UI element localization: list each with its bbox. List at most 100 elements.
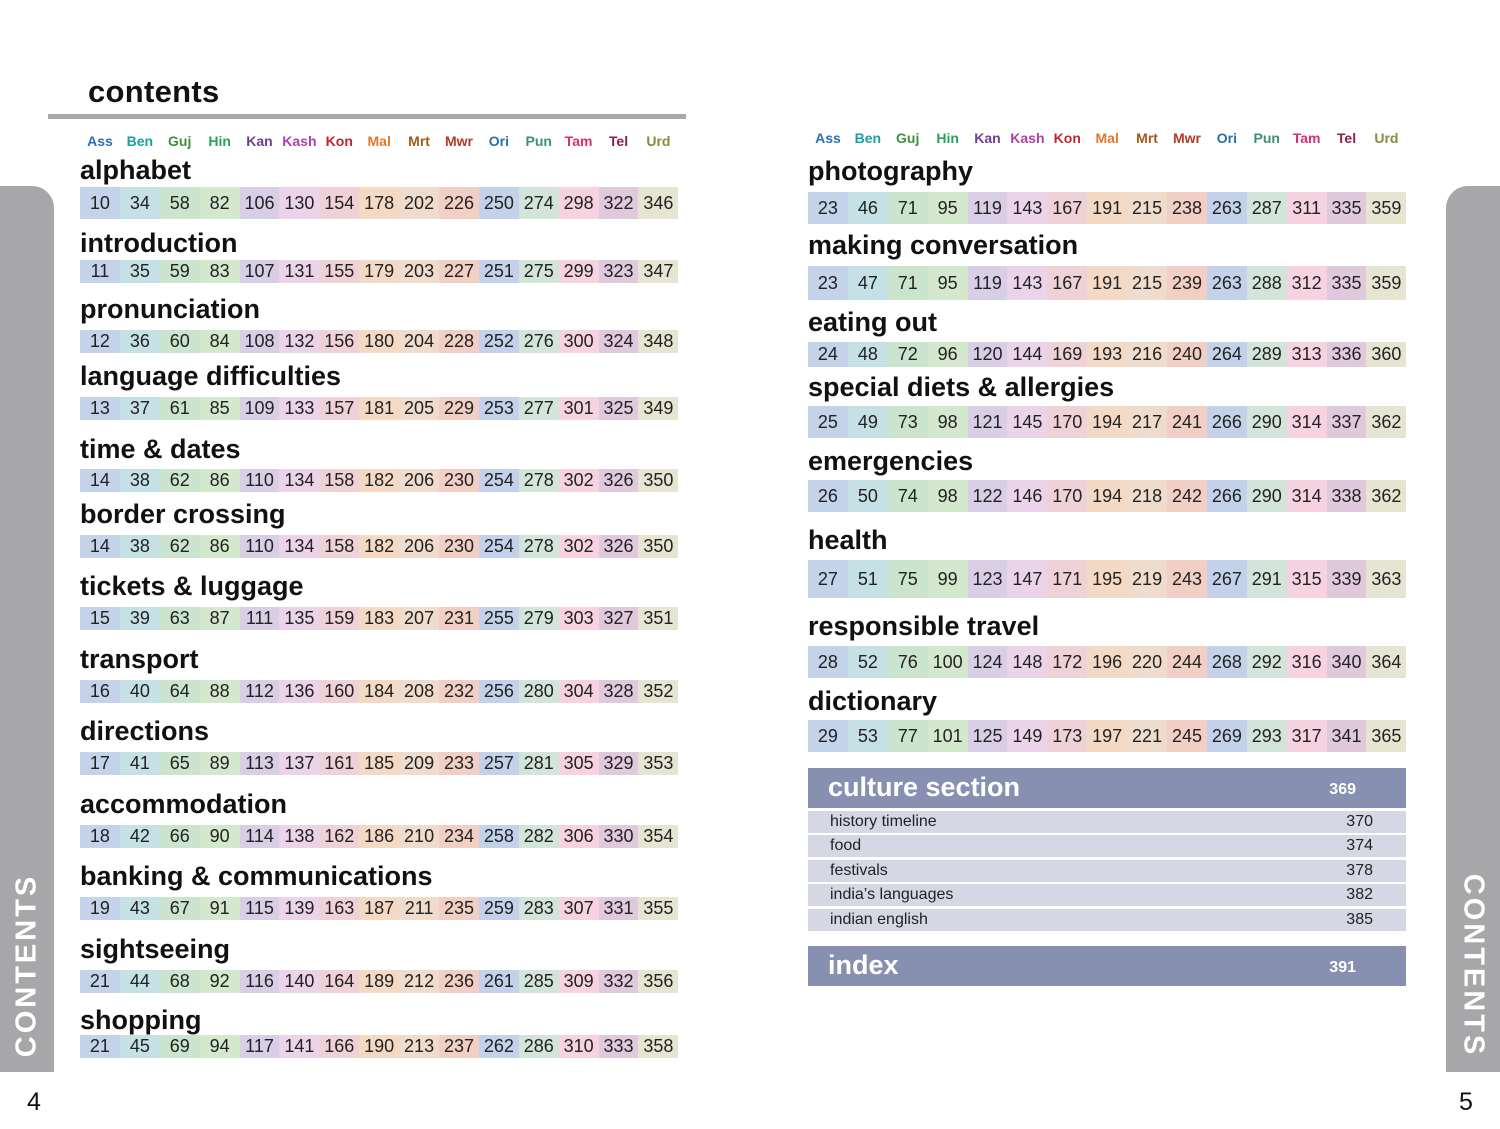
- page-number-cell[interactable]: 349: [638, 397, 679, 420]
- section-title[interactable]: emergencies: [808, 446, 974, 476]
- section-title[interactable]: language difficulties: [80, 361, 342, 391]
- page-number-cell[interactable]: 336: [1326, 342, 1367, 367]
- page-number-cell[interactable]: 179: [359, 260, 400, 283]
- page-number-cell[interactable]: 333: [598, 1035, 639, 1058]
- page-number-cell[interactable]: 107: [239, 260, 280, 283]
- page-number-cell[interactable]: 276: [518, 330, 559, 353]
- page-number-cell[interactable]: 220: [1127, 646, 1168, 678]
- page-number-cell[interactable]: 302: [558, 469, 599, 492]
- page-number-cell[interactable]: 49: [847, 406, 888, 438]
- page-number-cell[interactable]: 90: [199, 825, 240, 848]
- page-number-cell[interactable]: 187: [359, 897, 400, 920]
- section-title[interactable]: directions: [80, 716, 210, 746]
- page-number-cell[interactable]: 41: [119, 752, 160, 775]
- page-number-cell[interactable]: 144: [1007, 342, 1048, 367]
- page-number-cell[interactable]: 115: [239, 897, 280, 920]
- page-number-cell[interactable]: 259: [478, 897, 519, 920]
- page-number-cell[interactable]: 184: [359, 680, 400, 703]
- page-number-cell[interactable]: 358: [638, 1035, 679, 1058]
- section-title[interactable]: responsible travel: [808, 611, 1040, 641]
- page-number-cell[interactable]: 53: [847, 720, 888, 752]
- page-number-cell[interactable]: 196: [1087, 646, 1128, 678]
- page-number-cell[interactable]: 232: [439, 680, 479, 703]
- page-number-cell[interactable]: 183: [359, 607, 400, 630]
- page-number-cell[interactable]: 98: [927, 406, 968, 438]
- page-number-cell[interactable]: 130: [279, 187, 320, 219]
- page-number-cell[interactable]: 11: [80, 260, 120, 283]
- page-number-cell[interactable]: 328: [598, 680, 639, 703]
- culture-item[interactable]: food 374: [808, 835, 1406, 857]
- page-number-cell[interactable]: 117: [239, 1035, 280, 1058]
- page-number-cell[interactable]: 38: [119, 469, 160, 492]
- page-number-cell[interactable]: 66: [159, 825, 200, 848]
- page-number-cell[interactable]: 71: [887, 266, 928, 300]
- page-number-cell[interactable]: 234: [439, 825, 479, 848]
- page-number-cell[interactable]: 84: [199, 330, 240, 353]
- page-number-cell[interactable]: 310: [558, 1035, 599, 1058]
- page-number-cell[interactable]: 63: [159, 607, 200, 630]
- page-number-cell[interactable]: 212: [399, 970, 440, 993]
- section-title[interactable]: introduction: [80, 228, 238, 258]
- page-number-cell[interactable]: 149: [1007, 720, 1048, 752]
- page-number-cell[interactable]: 87: [199, 607, 240, 630]
- page-number-cell[interactable]: 261: [478, 970, 519, 993]
- page-number-cell[interactable]: 182: [359, 535, 400, 558]
- page-number-cell[interactable]: 92: [199, 970, 240, 993]
- page-number-cell[interactable]: 313: [1286, 342, 1327, 367]
- page-number-cell[interactable]: 98: [927, 480, 968, 512]
- page-number-cell[interactable]: 315: [1286, 560, 1327, 598]
- page-number-cell[interactable]: 263: [1206, 266, 1247, 300]
- page-number-cell[interactable]: 307: [558, 897, 599, 920]
- section-title[interactable]: special diets & allergies: [808, 372, 1115, 402]
- page-number-cell[interactable]: 116: [239, 970, 280, 993]
- page-number-cell[interactable]: 341: [1326, 720, 1367, 752]
- page-number-cell[interactable]: 324: [598, 330, 639, 353]
- page-number-cell[interactable]: 123: [967, 560, 1008, 598]
- page-number-cell[interactable]: 268: [1206, 646, 1247, 678]
- page-number-cell[interactable]: 208: [399, 680, 440, 703]
- page-number-cell[interactable]: 202: [399, 187, 440, 219]
- page-number-cell[interactable]: 194: [1087, 480, 1128, 512]
- page-number-cell[interactable]: 36: [119, 330, 160, 353]
- page-number-cell[interactable]: 283: [518, 897, 559, 920]
- page-number-cell[interactable]: 109: [239, 397, 280, 420]
- page-number-cell[interactable]: 215: [1127, 266, 1168, 300]
- page-number-cell[interactable]: 290: [1246, 406, 1287, 438]
- page-number-cell[interactable]: 350: [638, 535, 679, 558]
- page-number-cell[interactable]: 327: [598, 607, 639, 630]
- page-number-cell[interactable]: 282: [518, 825, 559, 848]
- page-number-cell[interactable]: 68: [159, 970, 200, 993]
- page-number-cell[interactable]: 287: [1246, 192, 1287, 224]
- page-number-cell[interactable]: 314: [1286, 480, 1327, 512]
- page-number-cell[interactable]: 114: [239, 825, 280, 848]
- page-number-cell[interactable]: 88: [199, 680, 240, 703]
- page-number-cell[interactable]: 65: [159, 752, 200, 775]
- page-number-cell[interactable]: 238: [1167, 192, 1207, 224]
- page-number-cell[interactable]: 21: [80, 1035, 120, 1058]
- page-number-cell[interactable]: 263: [1206, 192, 1247, 224]
- page-number-cell[interactable]: 267: [1206, 560, 1247, 598]
- page-number-cell[interactable]: 48: [847, 342, 888, 367]
- page-number-cell[interactable]: 119: [967, 192, 1008, 224]
- page-number-cell[interactable]: 359: [1366, 192, 1407, 224]
- page-number-cell[interactable]: 76: [887, 646, 928, 678]
- page-number-cell[interactable]: 140: [279, 970, 320, 993]
- page-number-cell[interactable]: 326: [598, 535, 639, 558]
- page-number-cell[interactable]: 164: [319, 970, 360, 993]
- page-number-cell[interactable]: 337: [1326, 406, 1367, 438]
- page-number-cell[interactable]: 181: [359, 397, 400, 420]
- page-number-cell[interactable]: 309: [558, 970, 599, 993]
- page-number-cell[interactable]: 240: [1167, 342, 1207, 367]
- page-number-cell[interactable]: 303: [558, 607, 599, 630]
- page-number-cell[interactable]: 95: [927, 266, 968, 300]
- page-number-cell[interactable]: 17: [80, 752, 120, 775]
- section-title[interactable]: pronunciation: [80, 294, 260, 324]
- page-number-cell[interactable]: 67: [159, 897, 200, 920]
- page-number-cell[interactable]: 255: [478, 607, 519, 630]
- page-number-cell[interactable]: 83: [199, 260, 240, 283]
- page-number-cell[interactable]: 206: [399, 469, 440, 492]
- page-number-cell[interactable]: 44: [119, 970, 160, 993]
- page-number-cell[interactable]: 74: [887, 480, 928, 512]
- page-number-cell[interactable]: 356: [638, 970, 679, 993]
- page-number-cell[interactable]: 354: [638, 825, 679, 848]
